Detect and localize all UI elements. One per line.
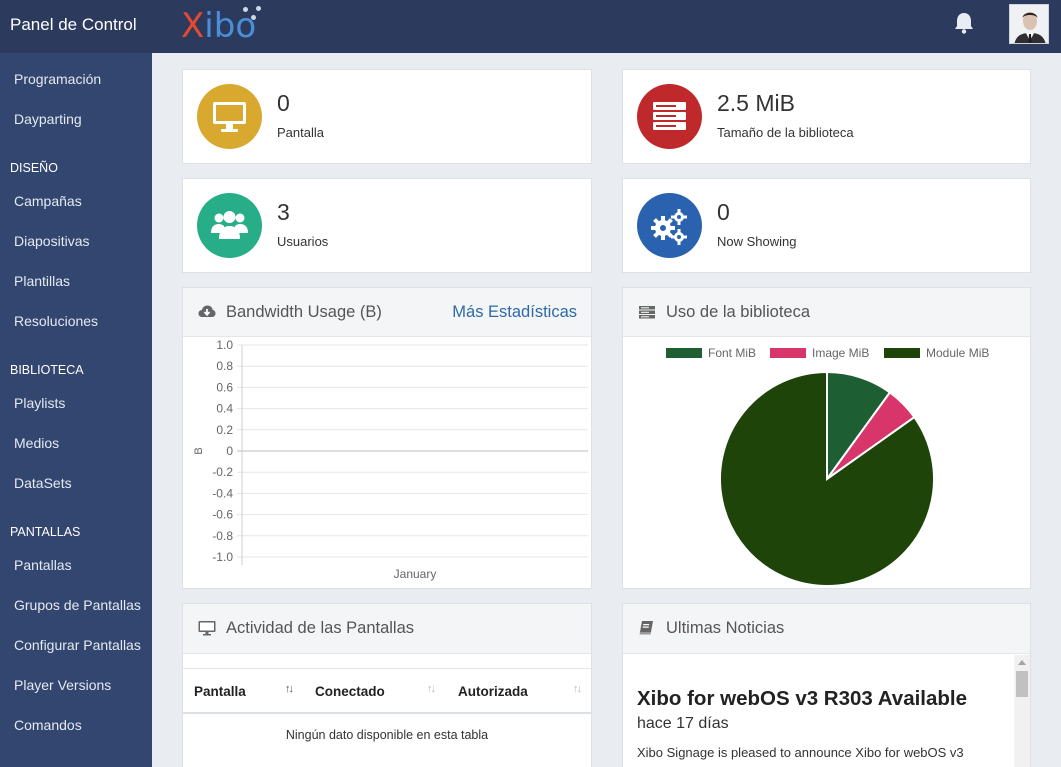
sidebar-item-pantallas[interactable]: Pantallas — [14, 557, 72, 573]
stat-circle — [637, 84, 702, 149]
stat-circle — [197, 84, 262, 149]
stat-circle — [197, 193, 262, 258]
scrollbar[interactable] — [1014, 655, 1030, 767]
legend-label[interactable]: Font MiB — [708, 346, 756, 360]
stat-label: Tamaño de la biblioteca — [717, 125, 854, 140]
legend-swatch — [666, 348, 702, 358]
sidebar-item-medios[interactable]: Medios — [14, 435, 60, 451]
legend-swatch — [770, 348, 806, 358]
empty-table-message: Ningún dato disponible en esta tabla — [285, 728, 489, 742]
sidebar-item-grupos-de-pantallas[interactable]: Grupos de Pantallas — [14, 597, 141, 613]
sidebar-section-pantallas: PANTALLAS — [10, 525, 81, 539]
table-header: Pantalla ↑↓ Conectado ↑↓ Autorizada ↑↓ — [183, 668, 591, 714]
stat-card-displays[interactable]: 0 Pantalla — [182, 69, 592, 164]
top-bar: Panel de Control Xibo — [0, 0, 1061, 53]
y-tick-label: 0.4 — [216, 402, 233, 416]
sidebar-item-campanas[interactable]: Campañas — [14, 193, 82, 209]
news-panel: Ultimas Noticias Xibo for webOS v3 R303 … — [622, 603, 1031, 767]
sort-icon[interactable]: ↑↓ — [573, 683, 582, 695]
y-tick-label: 1.0 — [216, 338, 233, 352]
stat-label: Usuarios — [277, 234, 329, 249]
y-tick-label: 0 — [226, 444, 233, 458]
x-tick-label: January — [394, 567, 437, 581]
panel-header: Uso de la biblioteca — [623, 288, 1030, 337]
y-tick-label: 0.8 — [216, 359, 233, 373]
sort-icon[interactable]: ↑↓ — [427, 683, 436, 695]
server-icon — [638, 304, 656, 320]
monitor-icon — [213, 102, 246, 132]
legend-label[interactable]: Module MiB — [926, 346, 989, 360]
panel-title: Actividad de las Pantallas — [226, 619, 415, 637]
sidebar-item-diapositivas[interactable]: Diapositivas — [14, 233, 90, 249]
sidebar: Programación Dayparting DISEÑO Campañas … — [0, 53, 152, 767]
y-tick-label: -0.4 — [212, 486, 233, 500]
legend-swatch — [884, 348, 920, 358]
column-header-autorizada[interactable]: Autorizada — [458, 684, 528, 699]
panel-header: Actividad de las Pantallas — [183, 604, 591, 654]
panel-title: Bandwidth Usage (B) — [226, 303, 382, 321]
sidebar-item-configurar-pantallas[interactable]: Configurar Pantallas — [14, 637, 141, 653]
gears-icon — [651, 209, 687, 245]
stat-circle — [637, 193, 702, 258]
panel-header: Bandwidth Usage (B) Más Estadísticas — [183, 288, 591, 337]
bandwidth-chart: 1.0 0.8 0.6 0.4 0.2 0 -0.2 -0.4 -0.6 -0.8 -1.0 B Jan… — [193, 338, 588, 581]
bell-icon[interactable] — [953, 11, 975, 35]
stat-value: 0 — [277, 90, 290, 116]
stat-card-users[interactable]: 3 Usuarios — [182, 178, 592, 273]
y-tick-label: -0.2 — [212, 465, 233, 479]
stat-card-library-size[interactable]: 2.5 MiB Tamaño de la biblioteca — [622, 69, 1031, 164]
bandwidth-panel: Bandwidth Usage (B) Más Estadísticas 1.0… — [182, 287, 592, 589]
logo-dot — [243, 7, 248, 12]
more-stats-link[interactable]: Más Estadísticas — [452, 303, 577, 321]
user-avatar[interactable] — [1009, 4, 1049, 44]
book-icon — [638, 620, 656, 636]
legend-label[interactable]: Image MiB — [812, 346, 869, 360]
pie-slice[interactable] — [719, 370, 935, 587]
stat-value: 2.5 MiB — [717, 90, 795, 116]
sidebar-section-diseno: DISEÑO — [10, 161, 58, 175]
scrollbar-thumb[interactable] — [1016, 671, 1028, 697]
sidebar-item-dayparting[interactable]: Dayparting — [14, 111, 82, 127]
monitor-icon — [198, 620, 216, 636]
sidebar-item-playlists[interactable]: Playlists — [14, 395, 66, 411]
y-axis-label: B — [193, 447, 205, 454]
sidebar-item-player-versions[interactable]: Player Versions — [14, 677, 112, 693]
y-tick-label: -0.6 — [212, 508, 233, 522]
library-usage-chart: Font MiB Image MiB Module MiB — [666, 346, 989, 587]
y-tick-label: -0.8 — [212, 529, 233, 543]
logo-dot — [256, 6, 261, 11]
cloud-download-icon — [198, 304, 216, 320]
column-header-pantalla[interactable]: Pantalla — [194, 684, 246, 699]
stat-label: Now Showing — [717, 234, 797, 249]
panel-header: Ultimas Noticias — [623, 604, 1030, 654]
news-item-date: hace 17 días — [637, 715, 729, 732]
stat-card-now-showing[interactable]: 0 Now Showing — [622, 178, 1031, 273]
column-header-conectado[interactable]: Conectado — [315, 684, 385, 699]
sidebar-item-datasets[interactable]: DataSets — [14, 475, 72, 491]
y-tick-label: 0.6 — [216, 380, 233, 394]
display-activity-panel: Actividad de las Pantallas Pantalla ↑↓ C… — [182, 603, 592, 767]
panel-title: Uso de la biblioteca — [666, 303, 811, 321]
users-icon — [211, 211, 248, 239]
news-item-body: Xibo Signage is pleased to announce Xibo… — [637, 745, 964, 760]
sort-icon[interactable]: ↑↓ — [285, 683, 294, 695]
sidebar-item-plantillas[interactable]: Plantillas — [14, 273, 71, 289]
logo-dot — [251, 15, 256, 20]
stat-value: 0 — [717, 199, 730, 225]
sidebar-item-programacion[interactable]: Programación — [14, 71, 102, 87]
sidebar-item-resoluciones[interactable]: Resoluciones — [14, 313, 99, 329]
brand-title[interactable]: Panel de Control — [10, 15, 137, 34]
stat-value: 3 — [277, 199, 290, 225]
y-tick-label: -1.0 — [212, 550, 233, 564]
panel-title: Ultimas Noticias — [666, 619, 785, 637]
library-usage-panel: Uso de la biblioteca Font MiB Image MiB Mo… — [622, 287, 1031, 589]
stat-label: Pantalla — [277, 125, 324, 140]
scroll-up-arrow[interactable] — [1018, 660, 1026, 665]
server-icon — [653, 102, 686, 130]
sidebar-item-comandos[interactable]: Comandos — [14, 717, 82, 733]
xibo-logo[interactable]: Xibo — [181, 6, 257, 46]
y-tick-label: 0.2 — [216, 423, 233, 437]
news-item-title[interactable]: Xibo for webOS v3 R303 Available — [637, 687, 968, 710]
sidebar-section-biblioteca: BIBLIOTECA — [10, 363, 84, 377]
